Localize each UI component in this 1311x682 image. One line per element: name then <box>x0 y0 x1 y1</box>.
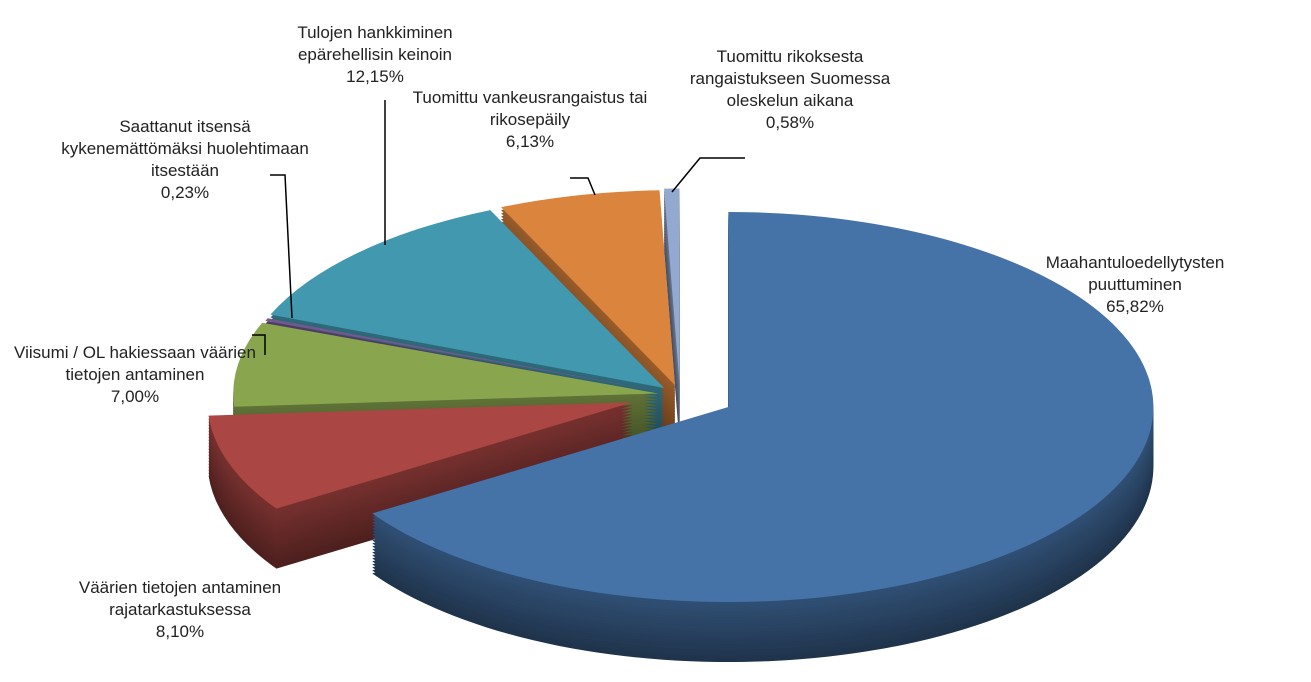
label-value: 65,82% <box>1106 297 1164 316</box>
leader-line <box>570 177 596 196</box>
label-value: 6,13% <box>505 132 555 151</box>
leader-line <box>270 174 293 319</box>
slice <box>270 210 665 388</box>
leader-line <box>671 157 745 193</box>
label-value: 7,00% <box>110 387 160 406</box>
slice-side <box>265 321 662 395</box>
slice <box>664 188 680 384</box>
data-label: Tuomittu vankeusrangaistus tai rikosepäi… <box>410 87 650 153</box>
slice <box>372 212 1154 603</box>
label-name: Väärien tietojen antaminen rajatarkastuk… <box>78 578 282 619</box>
label-name: Maahantuloedellytysten puuttuminen <box>1045 253 1225 294</box>
slice <box>501 190 676 386</box>
leader-line <box>252 334 266 355</box>
label-name: Tuomittu rikoksesta rangaistukseen Suome… <box>689 47 891 110</box>
label-value: 12,15% <box>346 67 404 86</box>
data-label: Viisumi / OL hakiessaan väärien tietojen… <box>0 342 270 408</box>
label-value: 0,58% <box>765 113 815 132</box>
slice <box>233 322 659 407</box>
data-label: Tulojen hankkiminen epärehellisin keinoi… <box>255 22 495 88</box>
data-label: Saattanut itsensä kykenemättömäksi huole… <box>60 116 310 204</box>
data-label: Väärien tietojen antaminen rajatarkastuk… <box>65 577 295 643</box>
label-name: Tuomittu vankeusrangaistus tai rikosepäi… <box>412 88 648 129</box>
label-name: Viisumi / OL hakiessaan väärien tietojen… <box>14 343 256 384</box>
label-value: 8,10% <box>155 622 205 641</box>
slice <box>208 402 633 509</box>
label-value: 0,23% <box>160 183 210 202</box>
data-label: Tuomittu rikoksesta rangaistukseen Suome… <box>660 46 920 134</box>
label-name: Tulojen hankkiminen epärehellisin keinoi… <box>297 23 453 64</box>
label-name: Saattanut itsensä kykenemättömäksi huole… <box>61 117 309 180</box>
data-label: Maahantuloedellytysten puuttuminen 65,82% <box>1005 252 1265 318</box>
slice <box>265 318 662 392</box>
